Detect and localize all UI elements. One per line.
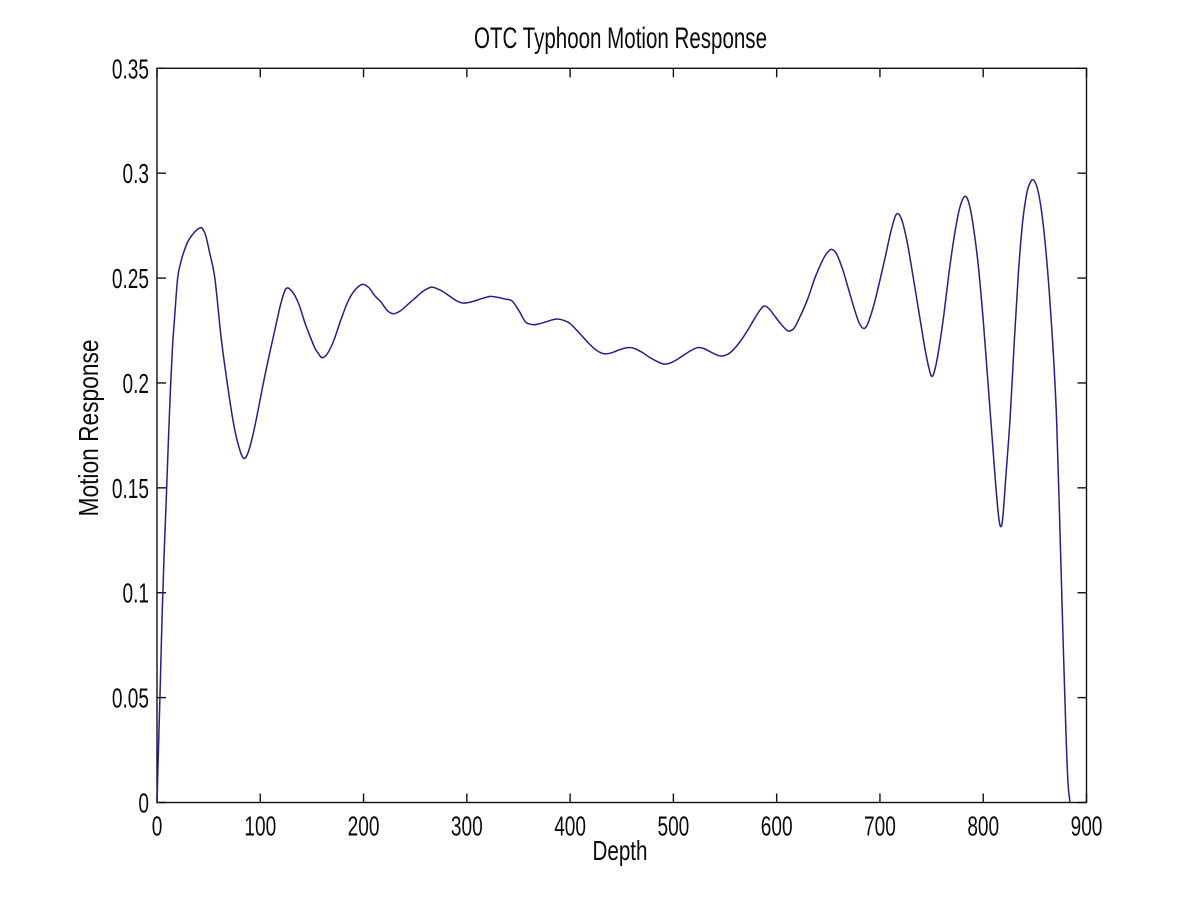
x-tick-label: 300 — [451, 811, 483, 842]
x-tick-label: 700 — [864, 811, 896, 842]
y-axis-tick-labels: 0 0.05 0.1 0.15 0.2 0.25 0.3 0.35 — [112, 53, 149, 818]
y-tick-label: 0.15 — [112, 473, 149, 504]
y-tick-label: 0.1 — [123, 578, 150, 609]
axis-ticks — [156, 67, 1088, 804]
x-tick-label: 800 — [967, 811, 999, 842]
x-tick-label: 500 — [657, 811, 689, 842]
y-tick-label: 0.05 — [112, 683, 149, 714]
y-tick-label: 0 — [138, 788, 149, 819]
x-axis-tick-labels: 0 100 200 300 400 500 600 700 800 900 — [152, 811, 1103, 842]
y-axis-label: Motion Response — [73, 340, 104, 517]
x-tick-label: 900 — [1071, 811, 1103, 842]
y-tick-label: 0.2 — [123, 368, 150, 399]
y-tick-label: 0.3 — [123, 158, 150, 189]
series-line-motion-response — [156, 178, 1071, 804]
y-tick-label: 0.25 — [112, 263, 149, 294]
x-tick-label: 100 — [244, 811, 276, 842]
chart-title: OTC Typhoon Motion Response — [474, 22, 767, 55]
x-axis-label: Depth — [593, 835, 648, 866]
x-tick-label: 600 — [761, 811, 793, 842]
plot-area — [156, 67, 1088, 804]
x-tick-label: 400 — [554, 811, 586, 842]
x-tick-label: 200 — [348, 811, 380, 842]
y-tick-label: 0.35 — [112, 53, 149, 84]
x-tick-label: 0 — [152, 811, 163, 842]
